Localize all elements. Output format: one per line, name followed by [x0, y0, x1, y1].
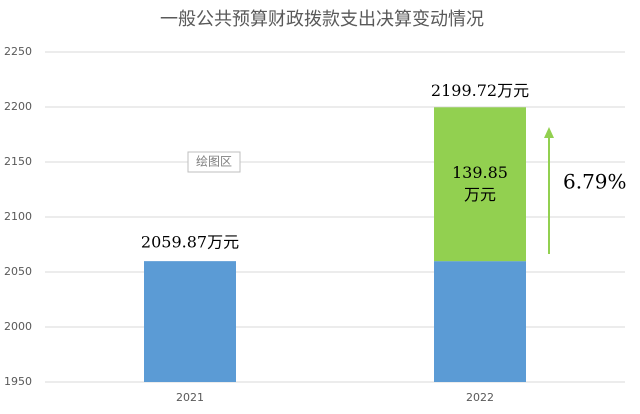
y-tick-label: 2250 [4, 45, 32, 58]
plot-area-tag [187, 151, 241, 173]
total-label: 2199.72万元 [431, 81, 529, 100]
y-tick-label: 2200 [4, 100, 32, 113]
change-label: 6.79% [563, 170, 627, 194]
y-tick-label: 2100 [4, 210, 32, 223]
bar-segment [144, 261, 236, 382]
x-tick-label: 2022 [466, 391, 494, 404]
change-arrowhead [544, 127, 554, 138]
y-tick-label: 1950 [4, 375, 32, 388]
chart-title: 一般公共预算财政拨款支出决算变动情况 [160, 9, 484, 30]
y-tick-label: 2000 [4, 320, 32, 333]
y-tick-label: 2150 [4, 155, 32, 168]
bar-segment [434, 107, 526, 262]
y-tick-label: 2050 [4, 265, 32, 278]
bar-segment [434, 261, 526, 382]
value-label: 139.85 万元 [452, 163, 508, 205]
plot-area-label: 绘图区 [196, 154, 232, 169]
value-label: 2059.87万元 [141, 233, 239, 252]
x-tick-label: 2021 [176, 391, 204, 404]
